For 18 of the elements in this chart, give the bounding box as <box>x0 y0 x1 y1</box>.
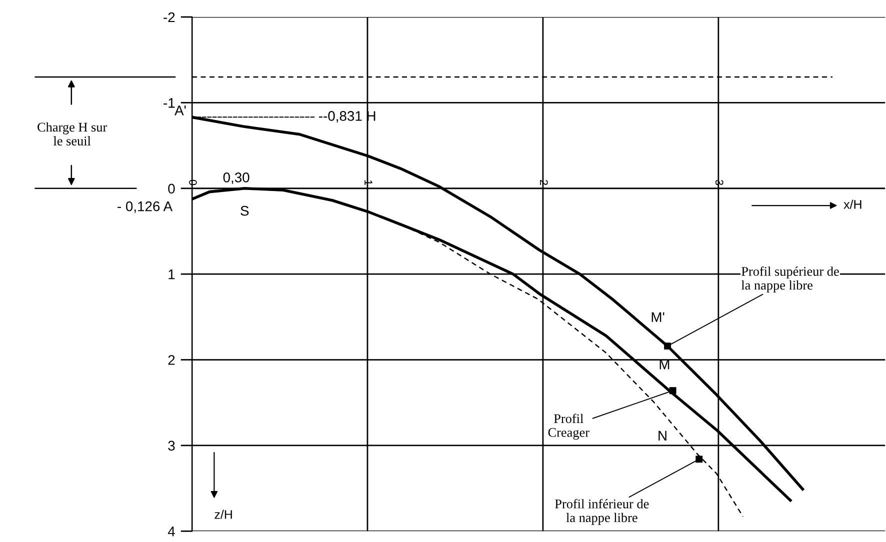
annotation: - 0,126 A <box>118 201 173 213</box>
y-tick-label: 3 <box>168 440 175 451</box>
y-tick-label: 2 <box>168 355 175 365</box>
y-tick-label: 1 <box>168 270 175 280</box>
annotation: M' <box>652 312 664 322</box>
x-axis-title: x/H <box>844 200 862 209</box>
y-tick-label: -2 <box>164 12 175 22</box>
text: Charge H sur le seuil <box>38 122 108 146</box>
annotation: S <box>240 206 249 216</box>
annotation: Profil Creager <box>548 414 590 440</box>
annotation: Profil supérieur de la nappe libre <box>741 266 839 292</box>
y-tick-label: 4 <box>168 526 175 536</box>
annotation: A' <box>174 106 186 116</box>
annotation: 0,30 <box>223 172 250 184</box>
y-tick-label: -1 <box>164 98 175 108</box>
y-axis-title: z/H <box>214 510 232 519</box>
annotation: N <box>658 430 666 440</box>
annotation: Profil inférieur de la nappe libre <box>555 498 649 525</box>
